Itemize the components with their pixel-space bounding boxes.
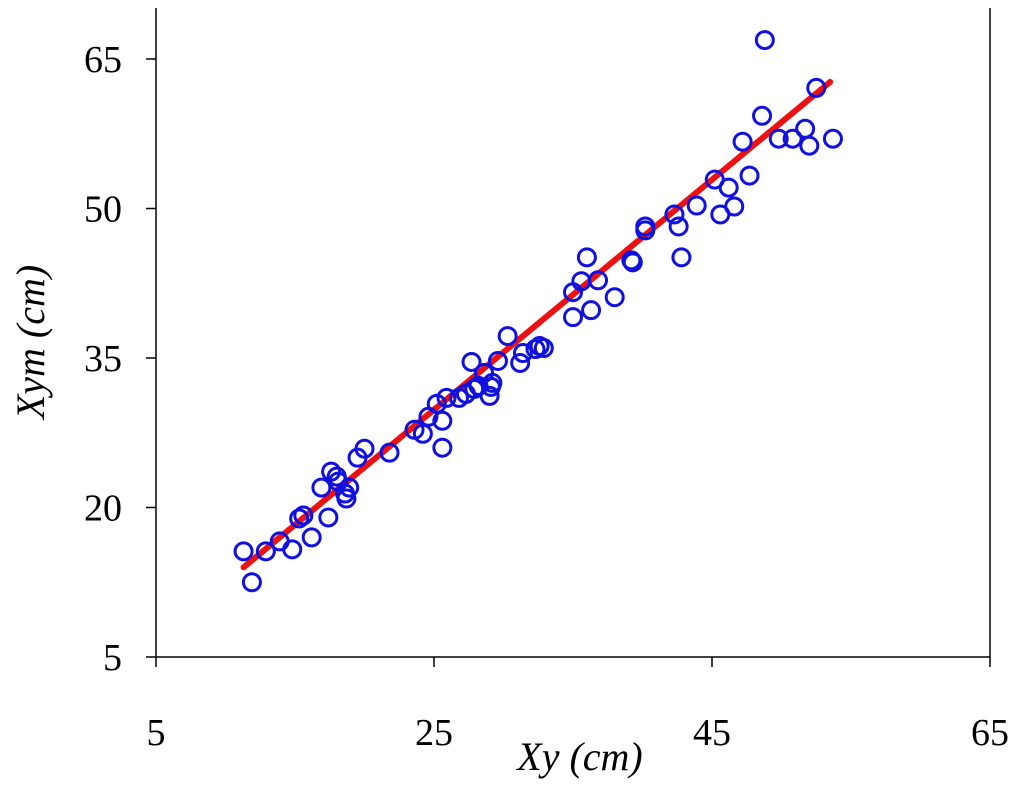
data-point bbox=[354, 438, 375, 459]
y-tick-label: 5 bbox=[103, 637, 122, 679]
y-tick-label: 35 bbox=[84, 338, 122, 380]
data-point bbox=[799, 135, 820, 156]
data-point bbox=[289, 508, 310, 529]
data-point bbox=[379, 442, 400, 463]
x-tick-label: 45 bbox=[693, 712, 731, 754]
data-point bbox=[622, 252, 643, 273]
fit-line-layer bbox=[240, 78, 834, 571]
data-point bbox=[293, 505, 314, 526]
data-point bbox=[336, 488, 357, 509]
regression-line bbox=[240, 78, 834, 571]
data-point bbox=[754, 30, 775, 51]
data-point bbox=[752, 105, 773, 126]
data-point bbox=[311, 477, 332, 498]
data-point bbox=[604, 287, 625, 308]
data-point bbox=[686, 195, 707, 216]
data-point bbox=[724, 196, 745, 217]
y-tick-label: 20 bbox=[84, 488, 122, 530]
x-tick-label: 5 bbox=[147, 712, 166, 754]
data-point bbox=[533, 338, 554, 359]
data-point bbox=[436, 387, 457, 408]
data-point bbox=[718, 177, 739, 198]
data-point bbox=[461, 351, 482, 372]
data-point bbox=[412, 423, 433, 444]
data-point bbox=[497, 326, 518, 347]
data-point bbox=[563, 307, 583, 328]
y-axis-title: Xym (cm) bbox=[8, 265, 53, 421]
x-tick-label: 25 bbox=[415, 712, 453, 754]
data-point bbox=[782, 128, 803, 149]
data-point bbox=[525, 339, 546, 360]
data-point bbox=[282, 539, 303, 560]
data-point bbox=[241, 572, 262, 593]
data-point bbox=[664, 204, 685, 225]
data-point bbox=[588, 270, 609, 291]
data-point bbox=[768, 128, 789, 149]
data-point bbox=[479, 385, 500, 406]
axes bbox=[155, 8, 991, 658]
data-point bbox=[339, 477, 360, 498]
data-point bbox=[806, 77, 827, 98]
data-point bbox=[426, 393, 447, 414]
data-point bbox=[581, 300, 602, 321]
data-point bbox=[510, 352, 531, 373]
x-axis-title: Xy (cm) bbox=[515, 734, 642, 779]
data-point bbox=[635, 220, 656, 241]
x-tick-label: 65 bbox=[971, 712, 1009, 754]
data-point bbox=[739, 165, 760, 186]
data-point bbox=[671, 247, 692, 268]
y-tick-label: 50 bbox=[84, 189, 122, 231]
data-point bbox=[512, 343, 533, 364]
data-point bbox=[432, 437, 453, 458]
data-point bbox=[732, 131, 753, 152]
y-tick-label: 65 bbox=[84, 39, 122, 81]
data-point bbox=[822, 128, 843, 149]
data-point bbox=[576, 247, 597, 268]
points-layer bbox=[233, 30, 843, 593]
axis-ticks: 5 25 45 65 5 20 35 50 65 bbox=[84, 39, 1009, 754]
data-point bbox=[255, 541, 276, 562]
data-point bbox=[432, 410, 453, 431]
data-point bbox=[487, 350, 508, 371]
data-point bbox=[301, 527, 322, 548]
data-point bbox=[795, 118, 816, 139]
data-point bbox=[318, 507, 339, 528]
data-point bbox=[668, 216, 689, 237]
data-point bbox=[482, 372, 503, 393]
data-point bbox=[233, 541, 254, 562]
